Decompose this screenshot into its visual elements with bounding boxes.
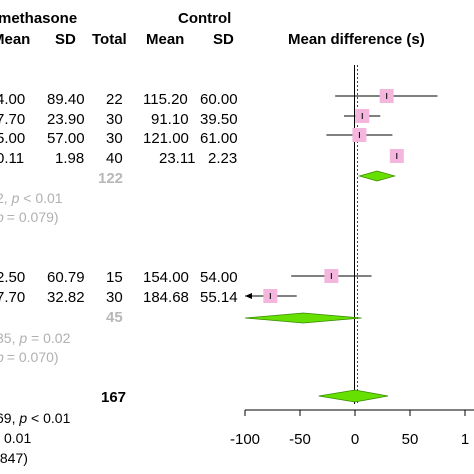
ci-left-arrow-row-5 (245, 293, 252, 299)
subtotal-2-total: 45 (106, 309, 123, 326)
row-2-dex-sd: 57.00 (47, 130, 85, 147)
row-4-dex-sd: 60.79 (47, 269, 85, 286)
row-3-dex-sd: 1.98 (55, 150, 84, 167)
x-tick-label-1: -50 (289, 431, 311, 448)
row-0-total: 22 (106, 91, 123, 108)
header-dex-sd: SD (55, 31, 76, 48)
heterogeneity-overall-line2: 0.01 (4, 430, 31, 446)
row-1-dex-sd: 23.90 (47, 111, 85, 128)
study-table: 4.00 89.40 22 115.20 60.00 7.70 23.90 30… (0, 91, 238, 466)
subtotal-diamond-2 (244, 312, 362, 324)
row-2-ctrl-mean: 121.00 (143, 130, 189, 147)
heterogeneity-1-line1: 2, p < 0.01 (0, 190, 63, 206)
header-control: Control (178, 10, 231, 27)
x-tick-label-3: 50 (402, 431, 419, 448)
heterogeneity-overall-line1: 69, p < 0.01 (0, 410, 71, 426)
row-1-ctrl-mean: 91.10 (151, 111, 189, 128)
x-tick-label-4: 1 (461, 431, 469, 448)
row-3-total: 40 (106, 150, 123, 167)
forest-marks: -100 -50 0 50 1 (230, 65, 474, 448)
row-1-ctrl-sd: 39.50 (200, 111, 238, 128)
header-total: Total (92, 31, 127, 48)
header-dexamethasone: methasone (0, 10, 77, 27)
row-2-dex-mean: 5.00 (0, 130, 25, 147)
row-3-dex-mean: 0.11 (0, 150, 24, 167)
row-4-total: 15 (106, 269, 123, 286)
subtotal-diamond-1 (357, 170, 397, 182)
x-tick-label-2: 0 (351, 431, 359, 448)
row-5-ctrl-sd: 55.14 (200, 289, 238, 306)
header-mean-difference: Mean difference (s) (288, 31, 425, 48)
row-1-total: 30 (106, 111, 123, 128)
row-5-dex-sd: 32.82 (47, 289, 85, 306)
x-tick-label-0: -100 (230, 431, 260, 448)
row-2-total: 30 (106, 130, 123, 147)
header-dex-mean: Mean (0, 31, 30, 48)
row-0-dex-sd: 89.40 (47, 91, 85, 108)
row-0-ctrl-mean: 115.20 (143, 91, 188, 108)
row-2-ctrl-sd: 61.00 (200, 130, 238, 147)
heterogeneity-1-line2: p= 0.079) (0, 209, 59, 225)
row-5-total: 30 (106, 289, 123, 306)
row-3-ctrl-sd: 2.23 (208, 150, 237, 167)
heterogeneity-2-line2: p= 0.070) (0, 349, 59, 365)
overall-total: 167 (101, 389, 126, 406)
heterogeneity-2-line1: 35, p = 0.02 (0, 330, 71, 346)
header-ctrl-mean: Mean (146, 31, 184, 48)
row-3-ctrl-mean: 23.11 (159, 150, 195, 167)
row-4-ctrl-mean: 154.00 (143, 269, 189, 286)
row-5-ctrl-mean: 184.68 (143, 289, 189, 306)
subtotal-1-total: 122 (98, 170, 123, 187)
overall-diamond (318, 389, 389, 403)
row-1-dex-mean: 7.70 (0, 111, 25, 128)
row-0-dex-mean: 4.00 (0, 91, 25, 108)
row-4-dex-mean: 2.50 (0, 269, 25, 286)
header-ctrl-sd: SD (213, 31, 234, 48)
row-5-dex-mean: 7.70 (0, 289, 25, 306)
row-4-ctrl-sd: 54.00 (200, 269, 238, 286)
heterogeneity-overall-line3: .847) (0, 450, 28, 466)
row-0-ctrl-sd: 60.00 (200, 91, 238, 108)
